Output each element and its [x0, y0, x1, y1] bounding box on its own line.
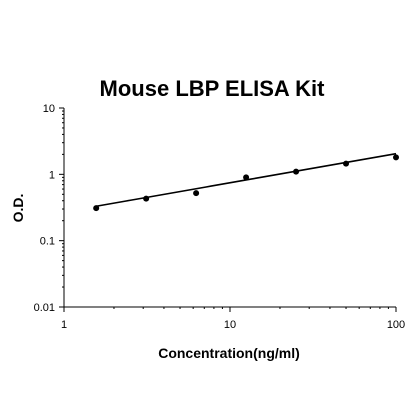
chart-title: Mouse LBP ELISA Kit [100, 76, 326, 101]
y-tick-label: 0.01 [34, 302, 55, 314]
data-point [193, 190, 200, 197]
data-point [243, 174, 250, 181]
y-tick-label: 10 [43, 103, 55, 115]
y-tick-label: 0.1 [40, 236, 55, 248]
data-point [393, 154, 399, 161]
plot-area: 0.01 0.1 1 10 1 10 100 [34, 103, 406, 331]
x-tick-label: 1 [61, 319, 67, 331]
y-tick-label: 1 [49, 169, 55, 181]
x-axis-label: Concentration(ng/ml) [158, 345, 300, 361]
x-tick-label: 10 [224, 319, 236, 331]
x-tick-label: 100 [387, 319, 405, 331]
data-point [293, 168, 300, 175]
data-point [93, 205, 100, 212]
data-point [343, 160, 350, 167]
data-point [143, 195, 150, 202]
y-axis-label: O.D. [10, 194, 26, 223]
